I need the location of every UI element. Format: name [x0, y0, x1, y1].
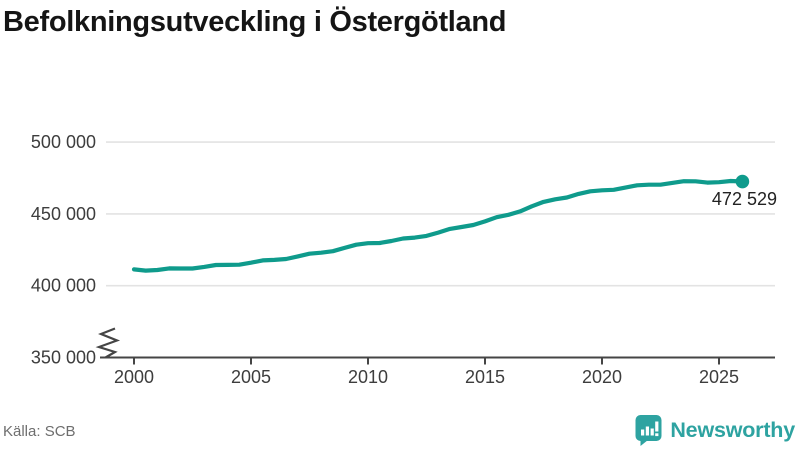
latest-value-label: 472 529	[712, 189, 777, 209]
x-axis-tick-label: 2000	[114, 367, 154, 387]
newsworthy-wordmark: Newsworthy	[670, 417, 795, 442]
y-axis-tick-label: 450 000	[31, 204, 96, 224]
y-axis-tick-label: 500 000	[31, 132, 96, 152]
x-axis-tick-label: 2015	[465, 367, 505, 387]
y-axis-tick-label: 400 000	[31, 276, 96, 296]
newsworthy-bar-chart-bubble-icon	[635, 415, 662, 446]
y-axis-tick-label: 350 000	[31, 348, 96, 368]
newsworthy-logo: Newsworthy	[634, 414, 795, 446]
axis-break-icon	[95, 327, 121, 359]
x-axis-tick-label: 2005	[231, 367, 271, 387]
chart-title: Befolkningsutveckling i Östergötland	[3, 6, 507, 38]
source-note: Källa: SCB	[3, 423, 76, 440]
x-axis-tick-label: 2025	[699, 367, 739, 387]
latest-value-dot	[735, 174, 750, 189]
population-line	[131, 178, 745, 273]
x-axis-tick-label: 2010	[348, 367, 388, 387]
x-axis-tick-label: 2020	[582, 367, 622, 387]
